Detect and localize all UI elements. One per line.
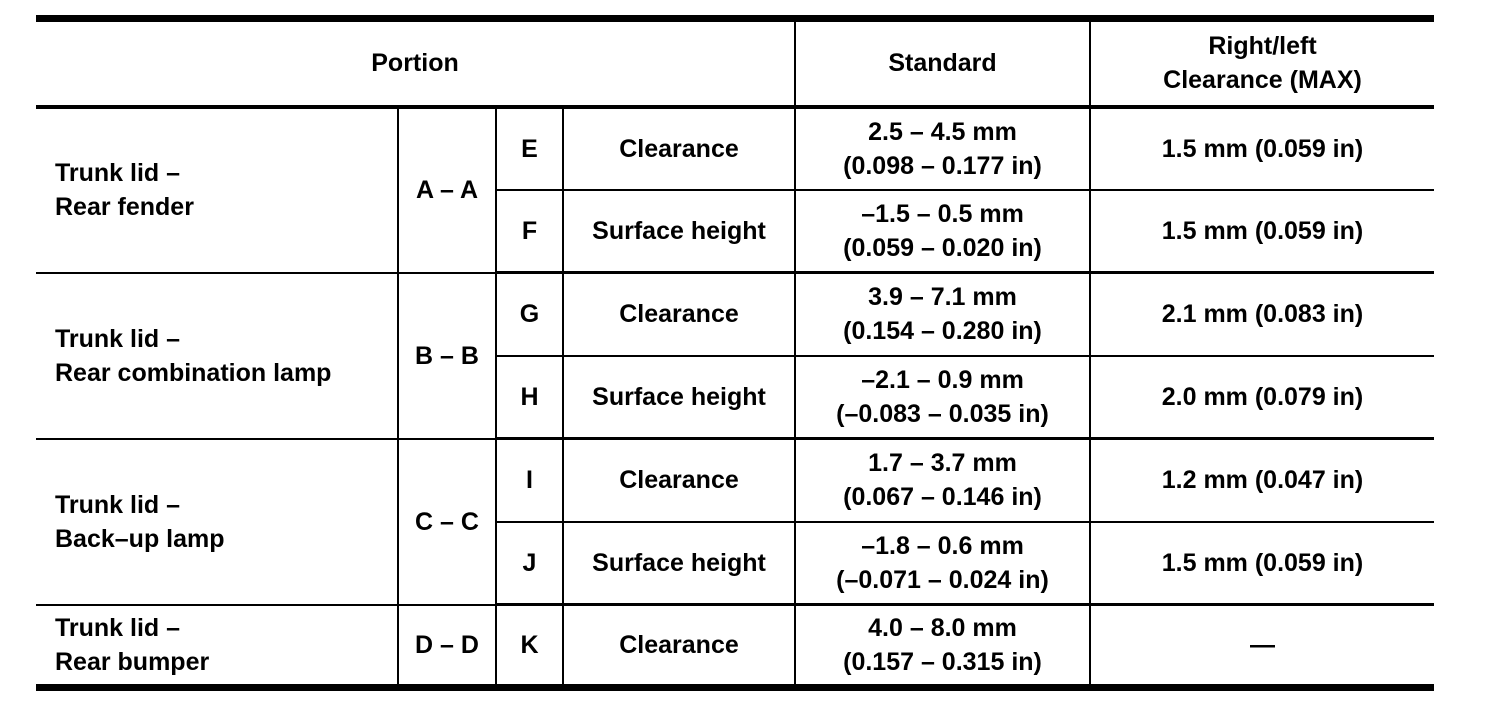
portion-cell-rear-combination-lamp: Trunk lid – Rear combination lamp: [36, 272, 398, 440]
portion-line2: Rear fender: [55, 193, 194, 221]
point-cell-f: F: [495, 189, 563, 274]
standard-line1: –1.8 – 0.6 mm: [861, 531, 1024, 560]
max-cell-f: 1.5 mm (0.059 in): [1089, 189, 1434, 274]
point-cell-k: K: [495, 604, 563, 688]
measure-cell-j: Surface height: [562, 521, 795, 606]
measure-cell-g: Clearance: [562, 272, 795, 357]
standard-line2: (–0.083 – 0.035 in): [836, 399, 1049, 428]
portion-line2: Back–up lamp: [55, 524, 225, 553]
table-row-k: Trunk lid – Rear bumper D – D K Clearanc…: [36, 604, 1434, 688]
standard-line1: 4.0 – 8.0 mm: [868, 614, 1017, 642]
measure-cell-i: Clearance: [562, 438, 795, 523]
table-header-row: Portion Standard Right/left Clearance (M…: [36, 18, 1434, 109]
standard-cell-i: 1.7 – 3.7 mm (0.067 – 0.146 in): [794, 438, 1090, 523]
table-row-i: Trunk lid – Back–up lamp C – C I Clearan…: [36, 438, 1434, 606]
standard-cell-g: 3.9 – 7.1 mm (0.154 – 0.280 in): [794, 272, 1090, 357]
standard-line1: 3.9 – 7.1 mm: [868, 283, 1017, 312]
standard-line2: (0.067 – 0.146 in): [843, 483, 1042, 512]
standard-cell-k: 4.0 – 8.0 mm (0.157 – 0.315 in): [794, 604, 1090, 688]
standard-line1: –1.5 – 0.5 mm: [861, 199, 1024, 228]
portion-line2: Rear combination lamp: [55, 358, 332, 387]
section-cell-d-d: D – D: [397, 604, 496, 688]
point-cell-g: G: [495, 272, 563, 357]
measure-cell-k: Clearance: [562, 604, 795, 688]
portion-cell-rear-bumper: Trunk lid – Rear bumper: [36, 605, 398, 688]
portion-cell-back-up-lamp: Trunk lid – Back–up lamp: [36, 438, 398, 606]
section-cell-b-b: B – B: [397, 272, 496, 440]
table-row-h: H Surface height –2.1 – 0.9 mm (–0.083 –…: [36, 355, 1434, 440]
standard-cell-h: –2.1 – 0.9 mm (–0.083 – 0.035 in): [794, 355, 1090, 440]
max-cell-j: 1.5 mm (0.059 in): [1089, 521, 1434, 606]
standard-cell-e: 2.5 – 4.5 mm (0.098 – 0.177 in): [794, 106, 1090, 191]
standard-line2: (–0.071 – 0.024 in): [836, 565, 1049, 594]
clearance-spec-table: Portion Standard Right/left Clearance (M…: [36, 15, 1434, 691]
measure-cell-h: Surface height: [562, 355, 795, 440]
portion-line1: Trunk lid –: [55, 324, 181, 353]
table-row-f: F Surface height –1.5 – 0.5 mm (0.059 – …: [36, 189, 1434, 274]
max-cell-k: —: [1089, 604, 1434, 688]
header-right-left-line2: Clearance (MAX): [1163, 66, 1362, 95]
max-cell-e: 1.5 mm (0.059 in): [1089, 106, 1434, 191]
standard-line2: (0.154 – 0.280 in): [843, 317, 1042, 346]
portion-line1: Trunk lid –: [55, 159, 181, 187]
standard-line2: (0.059 – 0.020 in): [843, 233, 1042, 262]
measure-cell-e: Clearance: [562, 106, 795, 191]
section-cell-c-c: C – C: [397, 438, 496, 606]
table-row-g: Trunk lid – Rear combination lamp B – B …: [36, 272, 1434, 440]
point-cell-j: J: [495, 521, 563, 606]
measure-cell-f: Surface height: [562, 189, 795, 274]
portion-line1: Trunk lid –: [55, 613, 181, 642]
point-cell-e: E: [495, 106, 563, 191]
max-cell-h: 2.0 mm (0.079 in): [1089, 355, 1434, 440]
standard-line1: 2.5 – 4.5 mm: [868, 117, 1017, 146]
max-cell-i: 1.2 mm (0.047 in): [1089, 438, 1434, 523]
table-row-e: Trunk lid – Rear fender A – A E Clearanc…: [36, 106, 1434, 274]
section-cell-a-a: A – A: [397, 106, 496, 274]
max-cell-g: 2.1 mm (0.083 in): [1089, 272, 1434, 357]
standard-line1: –2.1 – 0.9 mm: [861, 365, 1024, 394]
standard-line2: (0.098 – 0.177 in): [843, 151, 1042, 180]
point-cell-h: H: [495, 355, 563, 440]
table-row-j: J Surface height –1.8 – 0.6 mm (–0.071 –…: [36, 521, 1434, 606]
standard-cell-f: –1.5 – 0.5 mm (0.059 – 0.020 in): [794, 189, 1090, 274]
standard-line2: (0.157 – 0.315 in): [843, 648, 1042, 676]
portion-cell-rear-fender: Trunk lid – Rear fender: [36, 106, 398, 274]
standard-line1: 1.7 – 3.7 mm: [868, 449, 1017, 478]
point-cell-i: I: [495, 438, 563, 523]
header-right-left-clearance: Right/left Clearance (MAX): [1089, 18, 1434, 109]
header-portion: Portion: [36, 18, 795, 109]
header-right-left-line1: Right/left: [1208, 32, 1317, 61]
portion-line2: Rear bumper: [55, 647, 210, 676]
portion-line1: Trunk lid –: [55, 490, 181, 519]
standard-cell-j: –1.8 – 0.6 mm (–0.071 – 0.024 in): [794, 521, 1090, 606]
header-standard: Standard: [794, 18, 1090, 109]
